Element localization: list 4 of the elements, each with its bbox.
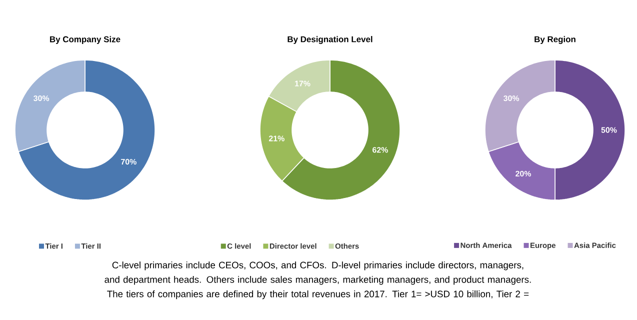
text: C-level primaries include CEOs, COOs, and CFOs. D-level primaries include directors, managers, and department heads. Others include sales managers, marketing managers, and product managers. The tiers of companies are defined by their total revenues in 2017. Tier 1= >USD 10 billion, Tier 2 =: [104, 262, 531, 300]
chart-title: By Designation Level: [288, 36, 372, 44]
chart-title: By Region: [534, 36, 576, 44]
chart-title: By Company Size: [50, 36, 120, 44]
